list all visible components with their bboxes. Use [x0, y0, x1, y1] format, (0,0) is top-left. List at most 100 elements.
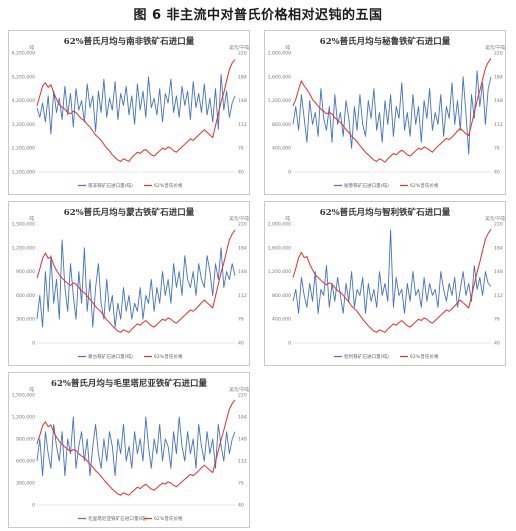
legend-price-label: 62%普氏价格 [154, 182, 183, 189]
right-tick-label: 40 [494, 170, 500, 176]
right-tick-label: 184 [238, 74, 247, 80]
chart-panel-mauritania: 62%普氏月均与毛里塔尼亚铁矿石进口量 吨 美元/干吨 0 40 300,000 76 60… [8, 372, 250, 528]
right-tick-label: 112 [238, 459, 247, 465]
right-tick-label: 112 [238, 122, 247, 128]
left-tick-label: 400,000 [272, 146, 291, 152]
left-tick-label: 900,000 [16, 437, 35, 443]
chart-title: 62%普氏月均与南非铁矿石进口量 [63, 37, 195, 47]
right-tick-label: 76 [238, 481, 244, 487]
left-tick-label: 1,600,000 [268, 74, 291, 80]
right-tick-label: 112 [494, 293, 503, 299]
right-tick-label: 76 [494, 317, 500, 323]
legend-price-label: 62%普氏价格 [154, 353, 183, 360]
left-tick-label: 800,000 [272, 122, 291, 128]
right-axis-unit: 美元/干吨 [229, 44, 249, 51]
chart-title: 62%普氏月均与蒙古铁矿石进口量 [63, 208, 195, 218]
left-tick-label: 300,000 [16, 317, 35, 323]
right-tick-label: 148 [238, 437, 247, 443]
right-axis-unit: 美元/干吨 [485, 215, 505, 222]
import-volume-line [36, 239, 236, 328]
legend-price-label: 62%普氏价格 [154, 515, 183, 522]
left-tick-label: 900,000 [16, 269, 35, 275]
left-tick-label: 4,200,000 [12, 98, 35, 104]
right-axis-unit: 美元/干吨 [485, 44, 505, 51]
import-volume-line [292, 229, 492, 314]
left-tick-label: 1,600,000 [268, 245, 291, 251]
right-tick-label: 220 [494, 222, 503, 228]
import-volume-line [36, 73, 236, 135]
platts-price-line [36, 399, 236, 496]
chart-title: 62%普氏月均与毛里塔尼亚铁矿石进口量 [51, 379, 207, 389]
left-tick-label: 600,000 [16, 459, 35, 465]
right-tick-label: 220 [494, 51, 503, 57]
right-axis-unit: 美元/干吨 [229, 386, 249, 393]
left-tick-label: 300,000 [16, 481, 35, 487]
left-tick-label: 6,200,000 [12, 51, 35, 57]
right-tick-label: 112 [494, 122, 503, 128]
right-tick-label: 76 [238, 146, 244, 152]
right-tick-label: 184 [494, 74, 503, 80]
legend-import-label: 智利铁矿石进口量(吨) [344, 353, 389, 360]
chart-svg: 吨 美元/干吨 1,200,000 40 2,200,000 76 3,200,000 112… [12, 44, 250, 189]
legend-import-label: 毛里塔尼亚铁矿石进口量(吨) [88, 515, 147, 522]
right-tick-label: 148 [238, 269, 247, 275]
left-axis-unit: 吨 [285, 44, 290, 51]
figure-title: 图 6 非主流中对普氏价格相对迟钝的五国 [133, 8, 383, 23]
left-tick-label: 5,200,000 [12, 74, 35, 80]
import-volume-line [36, 416, 236, 477]
left-tick-label: 1,200,000 [268, 269, 291, 275]
right-tick-label: 184 [238, 245, 247, 251]
left-axis-unit: 吨 [29, 215, 34, 222]
right-tick-label: 220 [238, 51, 247, 57]
legend-import-label: 蒙古铁矿石进口量(吨) [88, 353, 133, 360]
legend-import-label: 秘鲁铁矿石进口量(吨) [344, 182, 389, 189]
left-axis-unit: 吨 [285, 215, 290, 222]
left-tick-label: 1,200,000 [12, 415, 35, 421]
right-tick-label: 148 [494, 98, 503, 104]
left-tick-label: 0 [288, 341, 291, 347]
right-tick-label: 148 [238, 98, 247, 104]
legend-import-label: 南非铁矿石进口量(吨) [88, 182, 133, 189]
chart-title: 62%普氏月均与秘鲁铁矿石进口量 [319, 37, 451, 47]
chart-panel-chile: 62%普氏月均与智利铁矿石进口量 吨 美元/干吨 0 40 400,000 76 800,0… [264, 201, 506, 366]
chart-svg: 吨 美元/干吨 0 40 400,000 76 800,000 112 1,200,000 148… [268, 215, 506, 360]
platts-price-line [36, 229, 236, 333]
right-tick-label: 220 [238, 393, 247, 399]
legend-price-label: 62%普氏价格 [410, 353, 439, 360]
left-tick-label: 2,000,000 [268, 51, 291, 57]
right-tick-label: 148 [494, 269, 503, 275]
right-tick-label: 112 [238, 293, 247, 299]
import-volume-line [292, 70, 492, 155]
right-axis-unit: 美元/干吨 [229, 215, 249, 222]
chart-svg: 吨 美元/干吨 0 40 400,000 76 800,000 112 1,200,000 148… [268, 44, 506, 189]
right-tick-label: 76 [238, 317, 244, 323]
left-tick-label: 2,200,000 [12, 146, 35, 152]
right-tick-label: 40 [238, 170, 244, 176]
chart-panel-peru: 62%普氏月均与秘鲁铁矿石进口量 吨 美元/干吨 0 40 400,000 76 800,0… [264, 30, 506, 195]
platts-price-line [292, 229, 492, 333]
left-tick-label: 400,000 [272, 317, 291, 323]
left-tick-label: 0 [288, 170, 291, 176]
left-tick-label: 0 [32, 341, 35, 347]
chart-svg: 吨 美元/干吨 0 40 300,000 76 600,000 112 900,000 148 1,… [12, 215, 250, 360]
platts-price-line [36, 59, 236, 162]
left-tick-label: 1,200,000 [268, 98, 291, 104]
right-tick-label: 40 [238, 341, 244, 347]
left-tick-label: 600,000 [16, 293, 35, 299]
left-axis-unit: 吨 [29, 386, 34, 393]
left-tick-label: 0 [32, 503, 35, 509]
right-tick-label: 76 [494, 146, 500, 152]
right-tick-label: 184 [494, 245, 503, 251]
right-tick-label: 220 [238, 222, 247, 228]
left-tick-label: 1,200,000 [12, 245, 35, 251]
left-tick-label: 800,000 [272, 293, 291, 299]
chart-panel-south-africa: 62%普氏月均与南非铁矿石进口量 吨 美元/干吨 1,200,000 40 2,200,… [8, 30, 250, 195]
platts-price-line [292, 58, 492, 163]
chart-title: 62%普氏月均与智利铁矿石进口量 [319, 208, 451, 218]
left-tick-label: 3,200,000 [12, 122, 35, 128]
right-tick-label: 184 [238, 415, 247, 421]
chart-panel-mongolia: 62%普氏月均与蒙古铁矿石进口量 吨 美元/干吨 0 40 300,000 76 600,0… [8, 201, 250, 366]
left-tick-label: 1,500,000 [12, 222, 35, 228]
left-tick-label: 1,200,000 [12, 170, 35, 176]
legend-price-label: 62%普氏价格 [410, 182, 439, 189]
